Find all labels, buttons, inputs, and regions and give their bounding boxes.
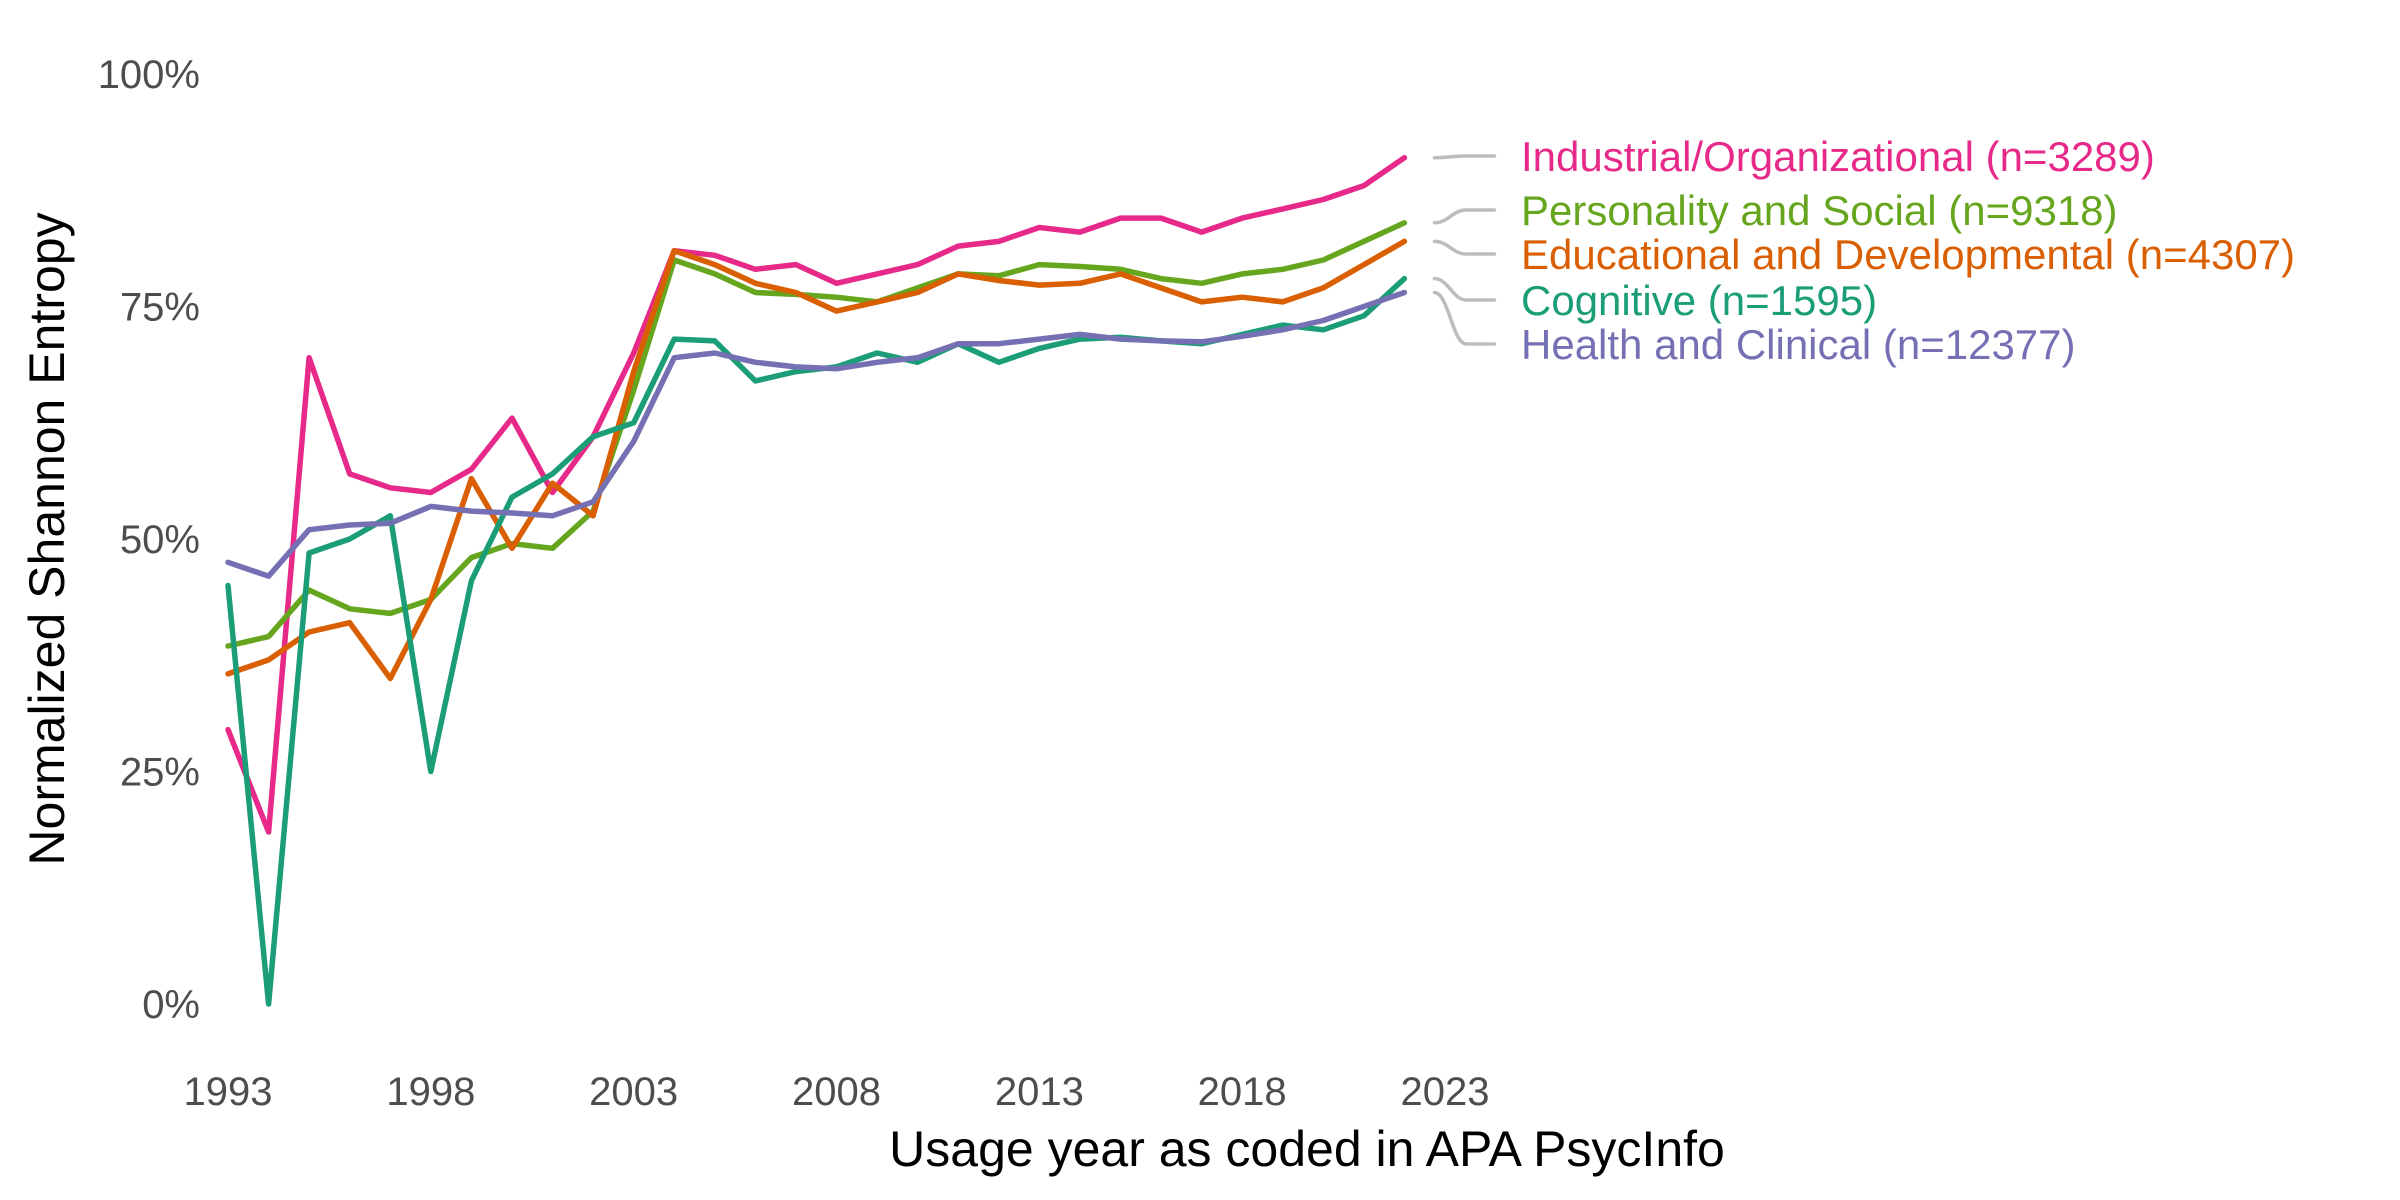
x-tick-label: 1993 [184, 1070, 273, 1114]
x-tick-label: 2018 [1198, 1070, 1287, 1114]
legend-leader-line [1432, 208, 1497, 225]
y-tick-label: 100% [98, 53, 200, 97]
series-line [225, 289, 1408, 579]
x-tick-label: 2008 [792, 1070, 881, 1114]
legend-leader-line [1432, 154, 1497, 160]
y-tick-label: 0% [142, 983, 200, 1027]
x-tick-label: 2013 [995, 1070, 1084, 1114]
x-tick-label: 2023 [1401, 1070, 1490, 1114]
x-tick-label: 1998 [386, 1070, 475, 1114]
legend-leader-lines [1432, 154, 1497, 346]
series-lines [225, 154, 1408, 1007]
y-axis-title: Normalized Shannon Entropy [19, 212, 75, 865]
legend-label: Health and Clinical (n=12377) [1521, 321, 2076, 368]
x-axis-ticks: 1993 1998 2003 2008 2013 2018 2023 [184, 1070, 1490, 1114]
legend-leader-line [1432, 290, 1497, 346]
legend-leader-line [1432, 276, 1497, 302]
y-tick-label: 50% [120, 518, 200, 562]
legend-label: Personality and Social (n=9318) [1521, 187, 2118, 234]
legend-label: Educational and Developmental (n=4307) [1521, 231, 2295, 278]
x-axis-title: Usage year as coded in APA PsycInfo [889, 1121, 1725, 1177]
series-line [225, 238, 1408, 682]
series-line [225, 154, 1408, 835]
x-tick-label: 2003 [589, 1070, 678, 1114]
y-tick-label: 75% [120, 286, 200, 330]
legend: Industrial/Organizational (n=3289) Person… [1521, 133, 2295, 368]
y-tick-label: 25% [120, 751, 200, 795]
legend-label: Cognitive (n=1595) [1521, 277, 1877, 324]
y-axis-ticks: 0% 25% 50% 75% 100% [98, 53, 200, 1027]
series-line [225, 275, 1408, 1007]
series-line [225, 220, 1408, 649]
legend-label: Industrial/Organizational (n=3289) [1521, 133, 2155, 180]
legend-leader-line [1432, 239, 1497, 256]
